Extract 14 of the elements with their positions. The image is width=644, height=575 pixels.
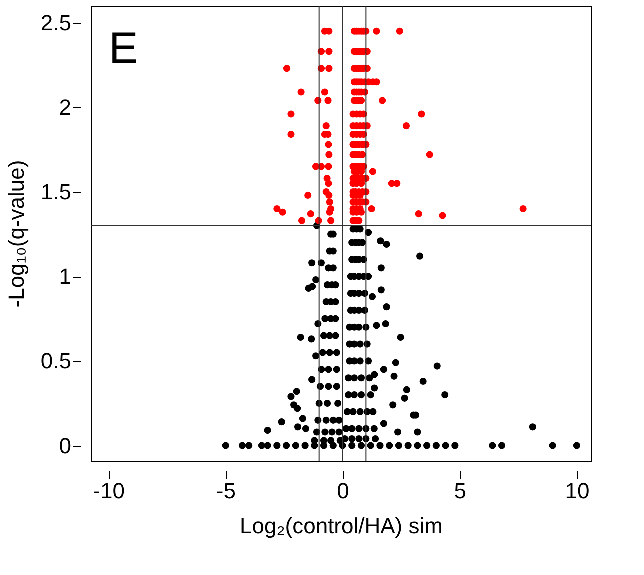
y-tick-label: 2 bbox=[59, 94, 72, 120]
y-tick-label: 1 bbox=[59, 264, 72, 290]
y-axis-title: -Log₁₀(q-value) bbox=[4, 160, 29, 308]
y-tick-label: 2.5 bbox=[40, 10, 72, 36]
y-tick-label: 0.5 bbox=[40, 348, 72, 374]
x-tick-label: 5 bbox=[454, 478, 466, 504]
y-tick-label: 1.5 bbox=[40, 180, 72, 205]
x-tick-label: 10 bbox=[565, 478, 590, 504]
y-tick-label: 0 bbox=[59, 433, 72, 458]
x-tick-label: -5 bbox=[216, 478, 236, 504]
x-axis-title: Log₂(control/HA) sim bbox=[240, 514, 443, 538]
annotation: E bbox=[109, 24, 138, 73]
x-tick-label: -10 bbox=[93, 478, 125, 504]
x-tick-label: 0 bbox=[337, 478, 350, 504]
